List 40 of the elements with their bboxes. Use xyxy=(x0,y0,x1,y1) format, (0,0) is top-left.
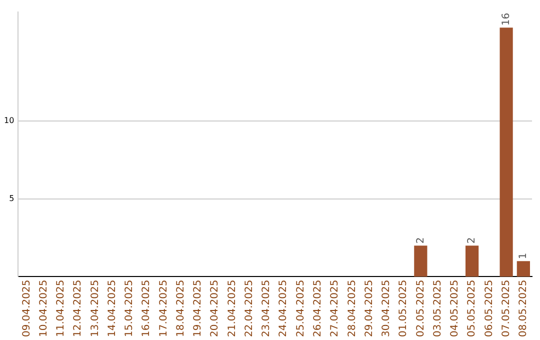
x-tick-label: 23.04.2025 xyxy=(261,280,272,338)
bar xyxy=(414,246,428,277)
x-tick-label: 19.04.2025 xyxy=(192,280,204,338)
x-tick-label: 08.05.2025 xyxy=(518,280,530,338)
x-tick-label: 14.04.2025 xyxy=(106,280,118,338)
x-tick-label: 29.04.2025 xyxy=(364,280,375,338)
data-label: 1 xyxy=(518,252,530,260)
bar xyxy=(466,246,479,277)
x-tick-label: 21.04.2025 xyxy=(226,280,238,338)
x-tick-label: 11.04.2025 xyxy=(56,280,67,338)
x-tick-label: 27.04.2025 xyxy=(330,280,341,338)
x-tick-label: 26.04.2025 xyxy=(312,280,324,338)
data-label: 16 xyxy=(500,12,512,26)
x-tick-label: 06.05.2025 xyxy=(484,280,495,338)
x-tick-label: 09.04.2025 xyxy=(21,280,32,338)
x-tick-label: 18.04.2025 xyxy=(175,280,186,338)
x-tick-label: 28.04.2025 xyxy=(346,280,358,338)
x-tick-label: 20.04.2025 xyxy=(210,280,221,338)
x-tick-label: 05.05.2025 xyxy=(466,280,478,338)
x-tick-label: 25.04.2025 xyxy=(295,280,306,338)
x-tick-label: 12.04.2025 xyxy=(72,280,84,338)
x-tick-label: 17.04.2025 xyxy=(158,280,170,338)
data-label: 2 xyxy=(466,237,478,244)
x-tick-label: 16.04.2025 xyxy=(141,280,152,338)
x-tick-label: 07.05.2025 xyxy=(500,280,512,338)
x-tick-label: 13.04.2025 xyxy=(90,280,101,338)
y-tick-label: 5 xyxy=(9,194,14,203)
x-tick-label: 04.05.2025 xyxy=(450,280,461,338)
y-tick-label: 10 xyxy=(4,116,14,126)
data-label: 2 xyxy=(415,237,426,244)
x-tick-label: 10.04.2025 xyxy=(38,280,50,338)
bar xyxy=(500,28,513,277)
x-tick-label: 30.04.2025 xyxy=(381,280,392,338)
bar xyxy=(516,261,530,277)
x-tick-label: 15.04.2025 xyxy=(124,280,136,338)
x-tick-label: 03.05.2025 xyxy=(432,280,444,338)
x-tick-label: 24.04.2025 xyxy=(278,280,290,338)
x-tick-label: 22.04.2025 xyxy=(244,280,255,338)
x-tick-label: 01.05.2025 xyxy=(398,280,410,338)
x-tick-label: 02.05.2025 xyxy=(415,280,426,338)
